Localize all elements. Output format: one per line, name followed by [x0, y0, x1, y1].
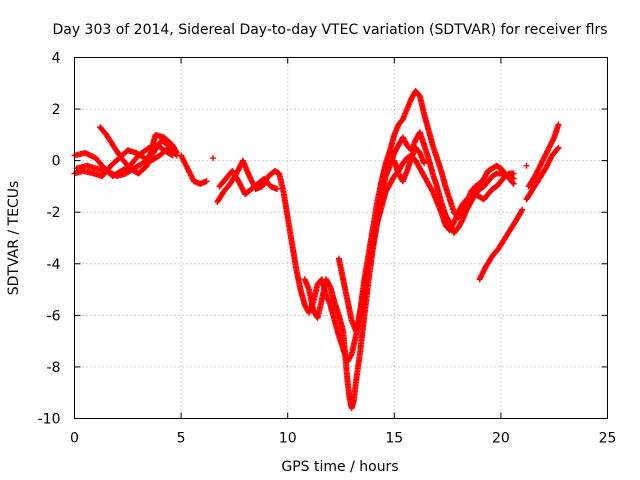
data-point	[523, 162, 530, 169]
y-tick-label: 4	[52, 51, 61, 67]
x-tick-label: 15	[385, 431, 403, 447]
x-axis-label: GPS time / hours	[281, 459, 398, 475]
y-tick-label: 0	[52, 154, 61, 170]
data-point	[510, 175, 517, 182]
data-series-arc-14	[523, 162, 530, 169]
x-tick-label: 0	[70, 431, 79, 447]
y-axis-label: SDTVAR / TECUs	[6, 181, 22, 296]
data-point	[510, 170, 517, 177]
data-point	[555, 144, 562, 151]
data-series-arc-9	[276, 88, 517, 365]
plot-frame	[74, 57, 608, 419]
y-tick-label: 2	[52, 102, 61, 118]
data-series-arc-4	[97, 124, 180, 177]
data-point	[510, 180, 517, 187]
x-tick-label: 25	[599, 431, 617, 447]
data-series-arc-12	[391, 144, 428, 185]
x-tick-label: 5	[177, 431, 186, 447]
data-point	[173, 148, 180, 155]
y-tick-labels: 4 2 0 -2 -4 -6 -8 -10	[38, 51, 61, 428]
data-series-arc-8	[216, 167, 281, 198]
data-point	[210, 155, 217, 162]
data-series-arc-6	[210, 155, 217, 162]
data-point	[421, 160, 428, 167]
x-tick-label: 10	[279, 431, 297, 447]
data-point	[274, 186, 281, 193]
data-series-arc-15	[523, 144, 562, 203]
data-series-arc-5	[178, 152, 210, 187]
data-points	[71, 88, 562, 412]
data-series-arc-13	[476, 206, 526, 283]
y-tick-label: -2	[47, 205, 61, 221]
y-tick-label: -6	[47, 308, 61, 324]
data-series-arc-16	[525, 121, 562, 190]
y-tick-label: -8	[47, 360, 61, 376]
data-series-arc-11	[335, 152, 517, 334]
chart-title: Day 303 of 2014, Sidereal Day-to-day VTE…	[52, 22, 607, 38]
y-tick-label: -10	[38, 412, 61, 428]
data-point	[173, 149, 180, 156]
x-tick-label: 20	[492, 431, 510, 447]
data-point	[203, 178, 210, 185]
data-point	[518, 207, 525, 214]
axis-ticks	[74, 57, 608, 419]
data-point	[519, 206, 526, 213]
y-tick-label: -4	[47, 257, 61, 273]
data-point	[554, 145, 561, 152]
grid	[74, 57, 608, 419]
data-point	[347, 352, 354, 359]
x-tick-labels: 0 5 10 15 20 25	[70, 431, 616, 447]
data-point	[555, 121, 562, 128]
